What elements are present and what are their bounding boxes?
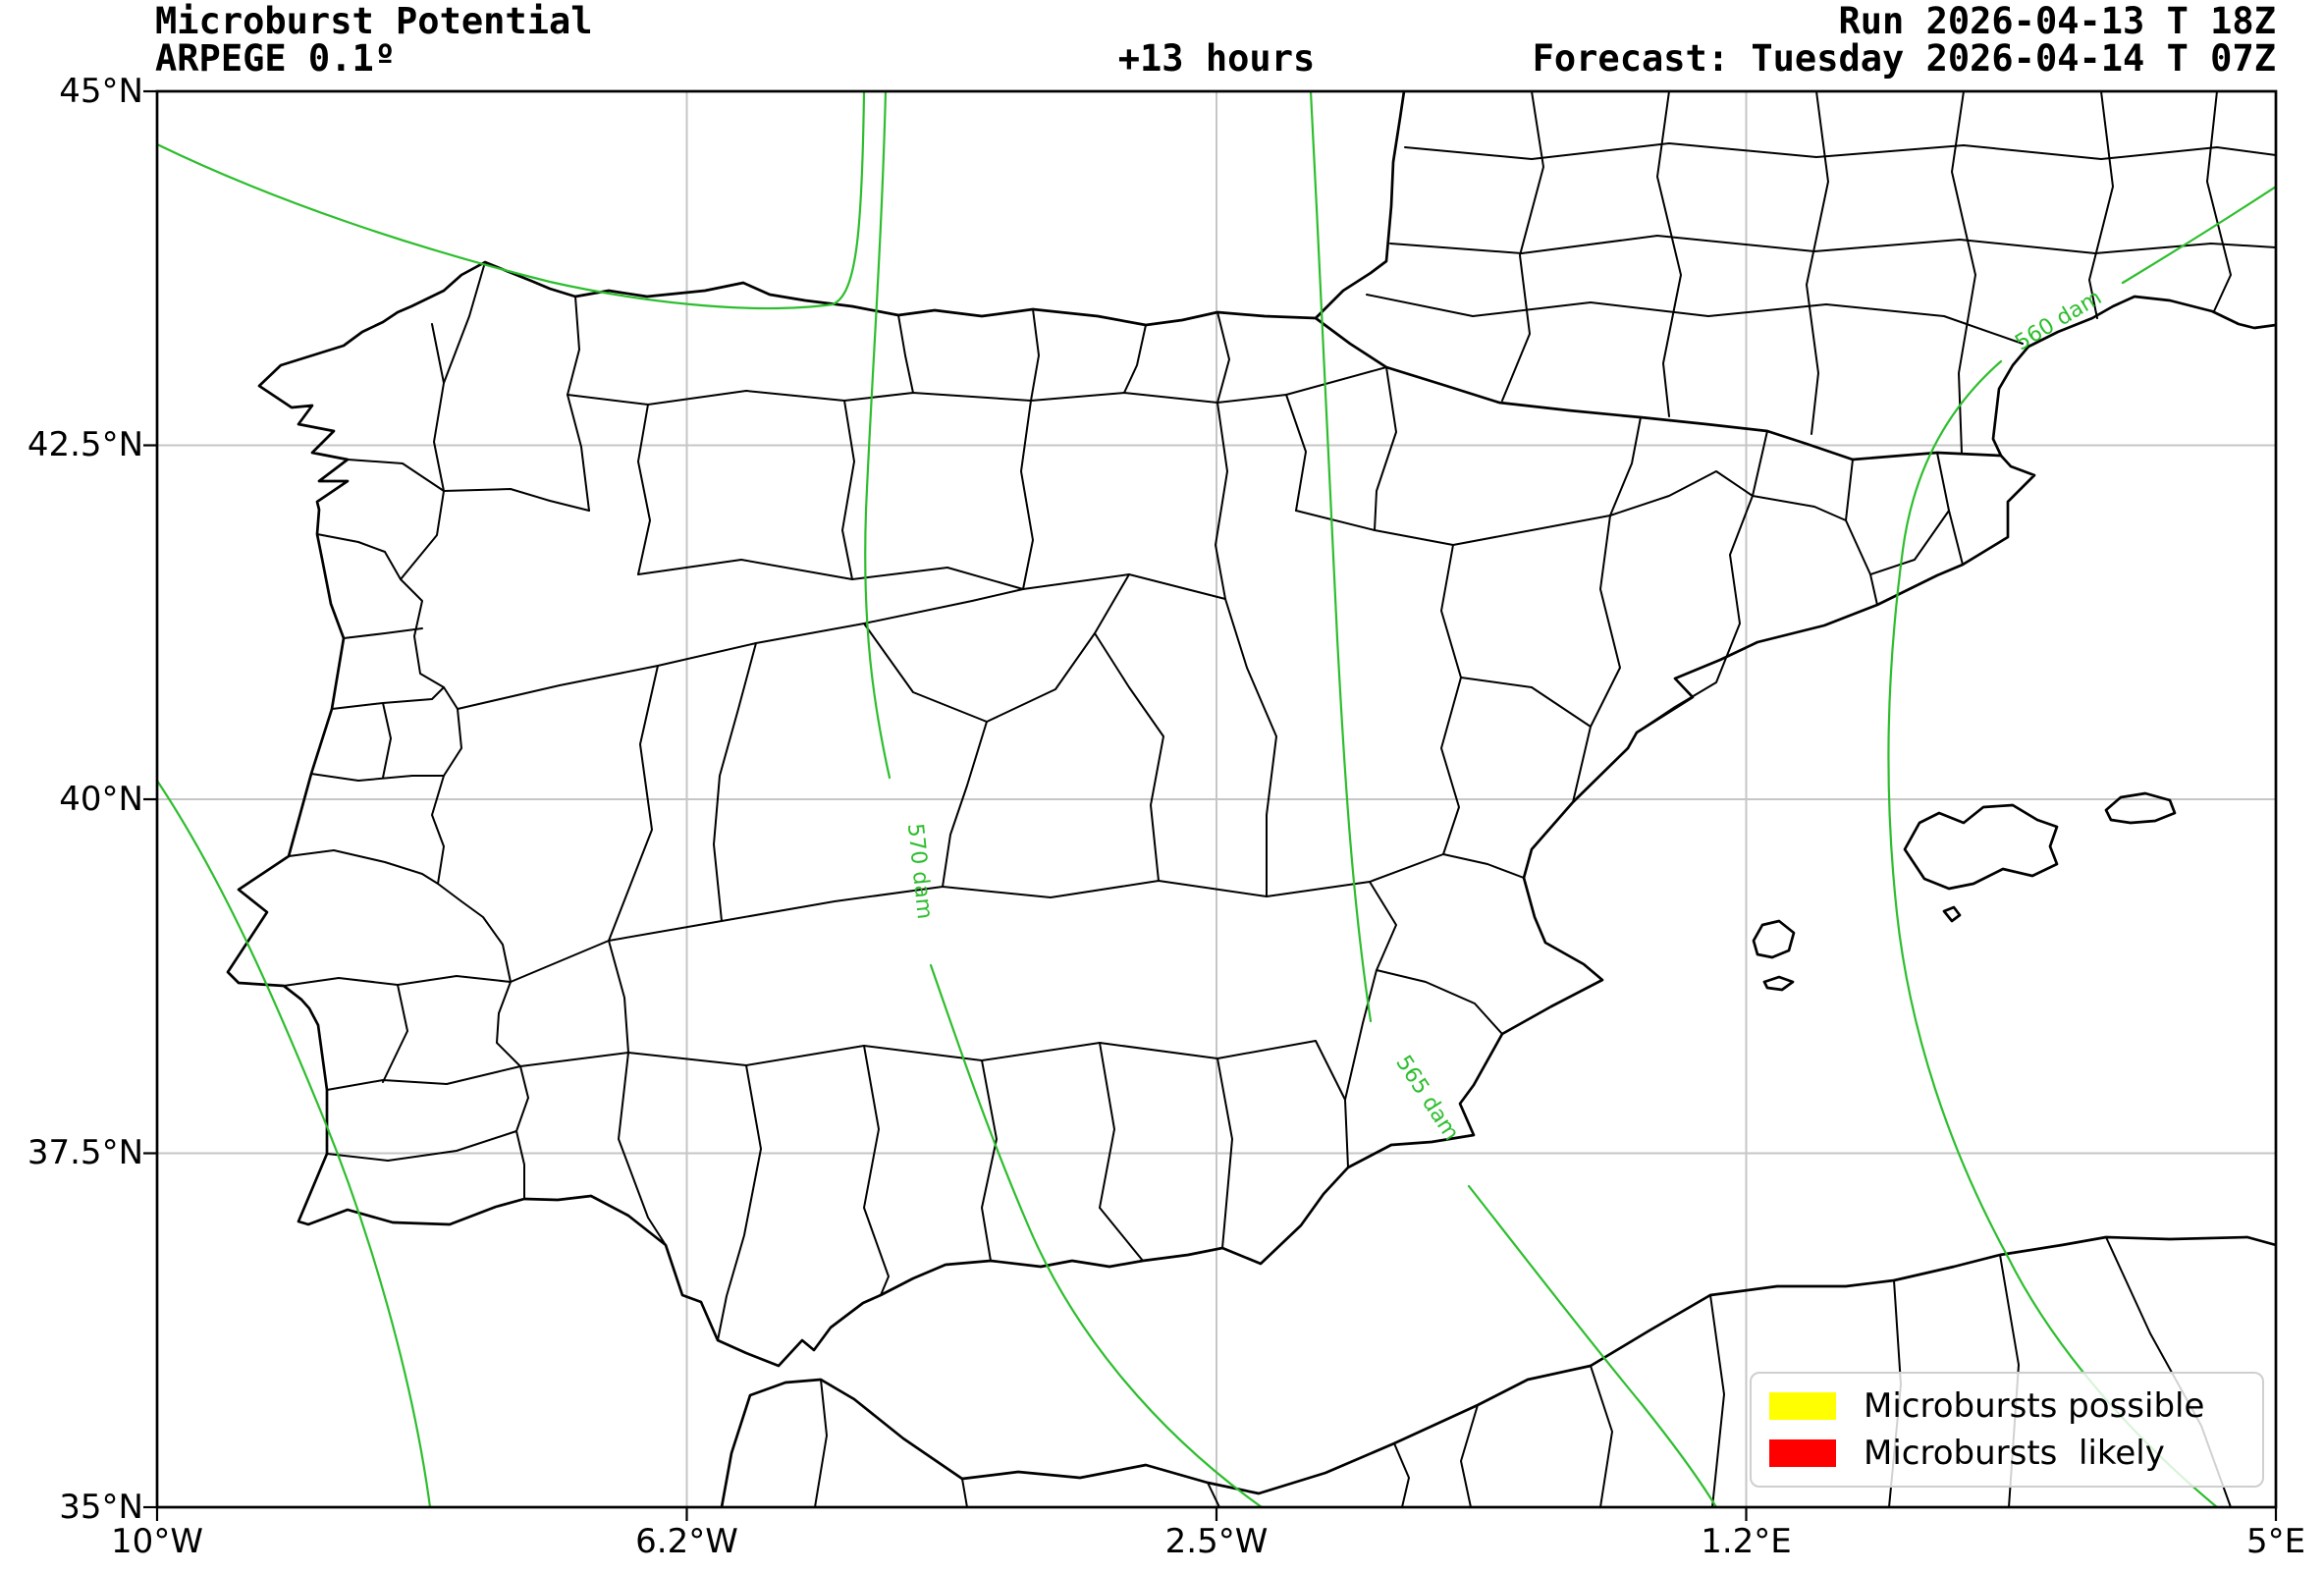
y-tick-37-5n: 37.5°N (27, 1133, 143, 1172)
coastlines (226, 91, 2276, 1507)
africa-coastline (720, 1235, 2276, 1507)
contour-label-570: 570 dam (902, 822, 937, 920)
y-tick-42-5n: 42.5°N (27, 425, 143, 464)
y-tick-45n: 45°N (59, 72, 143, 111)
geopotential-contours (157, 91, 2276, 1507)
ibiza-island (1752, 919, 1796, 959)
x-tick-5e: 5°E (2245, 1522, 2306, 1561)
contour-label-560: 560 dam (2011, 286, 2106, 356)
legend-swatch-yellow (1769, 1391, 1836, 1420)
y-tick-40n: 40°N (59, 780, 143, 819)
run-timestamp: Run 2026-04-13 T 18Z (1838, 0, 2276, 42)
formentera-island (1762, 975, 1795, 992)
legend: Microbursts possible Microbursts likely (1750, 1372, 2264, 1488)
legend-label-possible: Microbursts possible (1864, 1385, 2205, 1426)
x-tick-1-2e: 1.2°E (1701, 1522, 1792, 1561)
legend-swatch-red (1769, 1439, 1836, 1468)
y-tick-35n: 35°N (59, 1488, 143, 1527)
forecast-timestamp: Forecast: Tuesday 2026-04-14 T 07Z (1532, 37, 2276, 80)
microbursts-likely-swatch (1769, 1439, 1836, 1468)
legend-label-likely: Microbursts likely (1864, 1434, 2165, 1474)
france-atlantic-coastline (1314, 91, 1406, 320)
province-boundaries (283, 91, 2276, 1507)
contour-560-northeast (2121, 185, 2276, 285)
france-med-coastline (1991, 295, 2276, 458)
cabrera-island (1942, 905, 1962, 923)
microbursts-possible-swatch (1769, 1391, 1836, 1420)
contour-565-south (1467, 1184, 1718, 1507)
x-tick-10w: 10°W (111, 1522, 203, 1561)
contour-label-565: 565 dam (1390, 1052, 1463, 1146)
contour-labels: 570 dam 565 dam 560 dam (902, 286, 2106, 1146)
contour-570-north (864, 91, 892, 780)
x-tick-2-5w: 2.5°W (1164, 1522, 1269, 1561)
contour-unlabeled-southwest (157, 779, 432, 1507)
page-title: Microburst Potential (155, 0, 593, 42)
axis-ticks (143, 89, 2278, 1521)
legend-row-possible: Microbursts possible (1769, 1386, 2244, 1426)
contour-northwest (157, 91, 866, 310)
graticule-gridlines (157, 91, 2276, 1507)
contour-570-south (929, 963, 1264, 1507)
x-tick-6-2w: 6.2°W (635, 1522, 738, 1561)
lead-time-label: +13 hours (1117, 37, 1316, 80)
menorca-island (2104, 791, 2177, 825)
legend-row-likely: Microbursts likely (1769, 1434, 2244, 1473)
mallorca-island (1903, 803, 2059, 891)
contour-565-north (1309, 91, 1373, 1023)
model-label: ARPEGE 0.1º (155, 37, 397, 80)
contour-560-south (1887, 359, 2219, 1507)
iberia-coastline (226, 260, 2036, 1368)
